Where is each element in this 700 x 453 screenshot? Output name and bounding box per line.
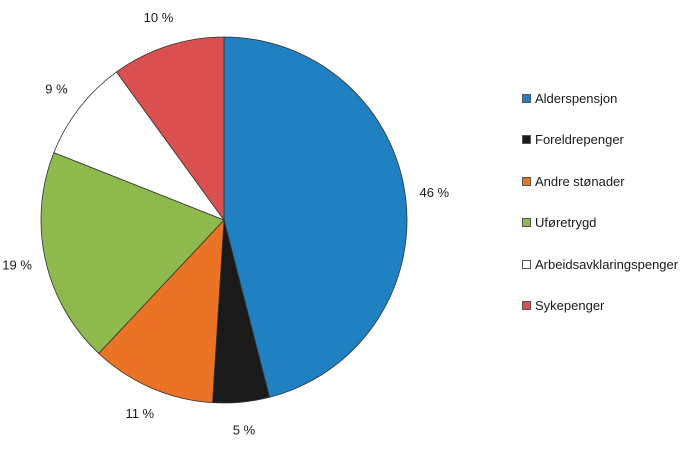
data-label-foreldrepenger: 5 % — [233, 423, 256, 438]
legend-label: Alderspensjon — [535, 90, 618, 106]
legend-item-alderspensjon: Alderspensjon — [522, 88, 700, 108]
legend-label: Sykepenger — [535, 298, 605, 313]
pie-slice-arbeidsavklaringspenger — [53, 71, 226, 221]
pie-slice-uforetrygd — [40, 152, 225, 354]
legend-swatch — [522, 176, 531, 186]
legend-label: Andre stønader — [535, 173, 625, 189]
legend-swatch — [522, 301, 531, 310]
data-label-andre-stonader: 11 % — [125, 406, 154, 421]
legend-item-uforetrygd: Uføretrygd — [522, 213, 700, 233]
data-label-sykepenger: 10 % — [144, 10, 174, 25]
data-label-uforetrygd: 19 % — [2, 258, 32, 273]
legend-swatch — [522, 93, 531, 103]
data-label-arbeidsavklaringspenger: 9 % — [45, 82, 68, 97]
legend-label: Uføretrygd — [535, 215, 597, 230]
pie-slice-sykepenger — [115, 36, 225, 222]
pie-slice-alderspensjon — [223, 36, 408, 398]
legend-label: Foreldrepenger — [535, 132, 624, 147]
legend-swatch — [522, 135, 531, 144]
legend-item-foreldrepenger: Foreldrepenger — [522, 130, 700, 150]
pie-data-labels: 46 % 5 % 11 % 19 % 9 % 10 % — [2, 10, 449, 438]
legend: Alderspensjon Foreldrepenger Andre stønade… — [522, 88, 700, 337]
legend-item-arbeidsavklaringspenger: Arbeidsavklaringspenger — [522, 254, 700, 274]
legend-swatch — [522, 218, 531, 227]
legend-label: Arbeidsavklaringspenger — [535, 256, 679, 272]
pie-slice-andre-stonader — [98, 218, 225, 404]
data-label-alderspensjon: 46 % — [419, 185, 449, 200]
legend-item-andre-stonader: Andre stønader — [522, 171, 700, 191]
pie-slices — [40, 36, 408, 404]
legend-item-sykepenger: Sykepenger — [522, 296, 700, 316]
legend-swatch — [522, 259, 531, 269]
